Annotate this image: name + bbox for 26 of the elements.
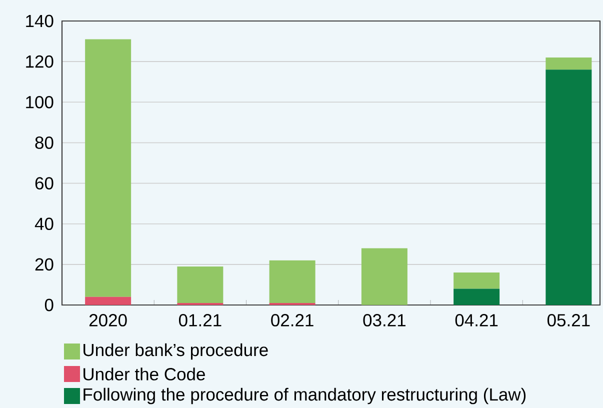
legend-label: Under the Code xyxy=(84,368,205,380)
bar xyxy=(269,260,316,303)
x-tick-label: 05.21 xyxy=(547,314,590,326)
y-tick-label: 100 xyxy=(26,96,54,108)
x-tick-label: 02.21 xyxy=(271,314,314,326)
bar xyxy=(546,70,592,305)
bar xyxy=(85,296,132,305)
y-tick-label: 80 xyxy=(35,136,54,149)
bar xyxy=(454,288,500,305)
y-tick-label: 120 xyxy=(26,55,54,68)
legend-label: Following the procedure of mandatory restructuring (Law) xyxy=(84,388,526,404)
x-tick-label: 04.21 xyxy=(455,314,498,326)
x-tick-label: 03.21 xyxy=(363,314,406,326)
bar xyxy=(361,248,408,305)
bar xyxy=(454,272,500,289)
y-tick-label: 20 xyxy=(35,258,54,271)
x-tick-label: 01.21 xyxy=(178,314,222,326)
x-tick-label: 2020 xyxy=(89,314,127,326)
legend-label: Under bank’s procedure xyxy=(84,343,268,360)
y-tick-label: 40 xyxy=(34,218,54,230)
y-tick-label: 60 xyxy=(35,177,54,190)
bar xyxy=(85,39,132,297)
bar xyxy=(546,58,592,70)
bar xyxy=(177,266,224,303)
y-tick-label: 0 xyxy=(44,298,54,312)
y-tick-label: 140 xyxy=(26,14,54,28)
